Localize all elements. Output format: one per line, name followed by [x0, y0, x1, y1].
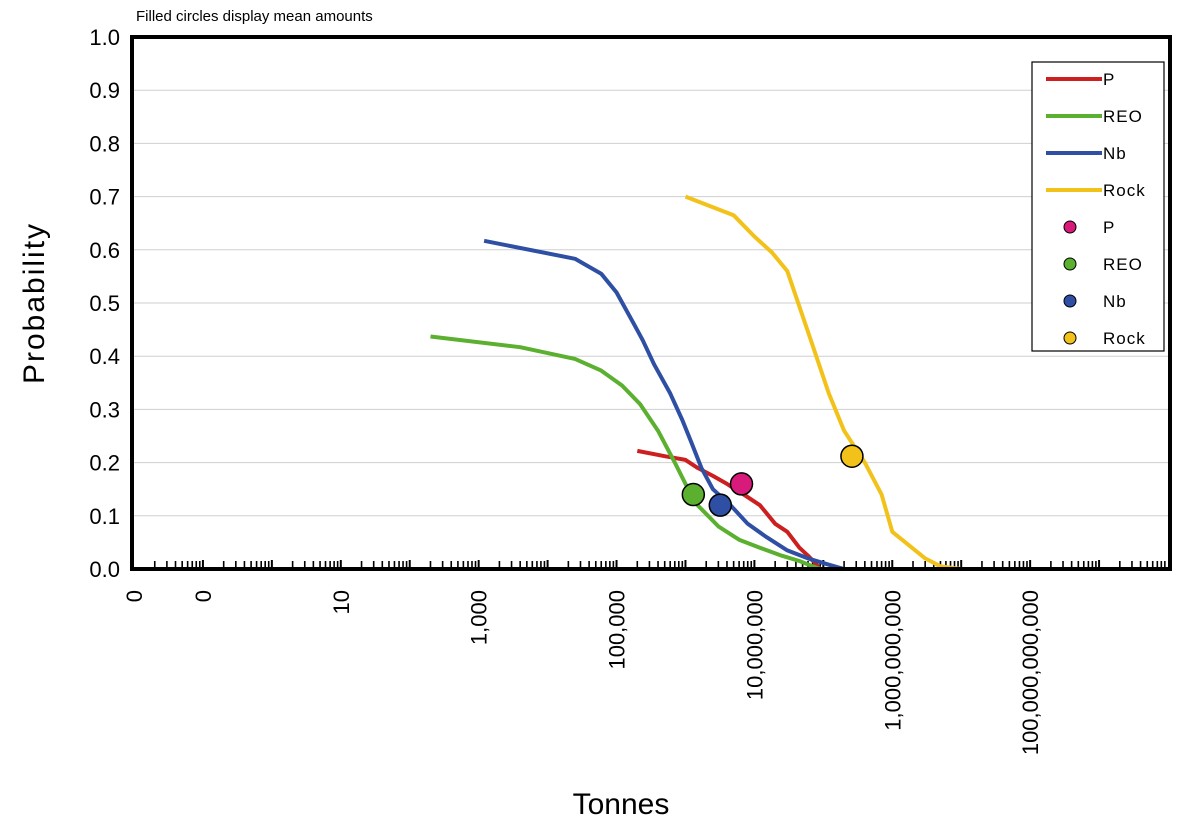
x-axis-title: Tonnes	[573, 788, 670, 821]
y-tick-label: 0.2	[89, 451, 120, 476]
legend-label-line-nb: Nb	[1103, 144, 1127, 163]
y-axis-title: Probability	[18, 222, 51, 384]
series-line-p	[636, 448, 822, 571]
mean-marker-reo	[681, 482, 706, 507]
x-tick-label: 0	[191, 590, 216, 602]
legend: P REO Nb Rock P REO Nb Rock	[1031, 61, 1165, 352]
x-tick-label: 100,000,000,000	[1018, 590, 1043, 755]
legend-label-marker-p: P	[1103, 218, 1115, 237]
legend-label-line-p: P	[1103, 70, 1115, 89]
mean-marker-rock	[840, 444, 864, 468]
legend-swatch-marker-rock	[1063, 331, 1077, 345]
legend-swatch-marker-reo	[1063, 257, 1077, 271]
y-tick-label: 0.8	[89, 131, 120, 156]
series-lines	[430, 194, 962, 571]
legend-swatch-marker-nb	[1063, 294, 1077, 308]
legend-label-line-rock: Rock	[1103, 181, 1146, 200]
grid	[134, 89, 1168, 517]
chart-subtitle: Filled circles display mean amounts	[136, 8, 373, 25]
y-tick-label: 0.5	[89, 291, 120, 316]
legend-swatch-marker-p	[1063, 220, 1077, 234]
x-tick-label: 10,000,000	[742, 590, 767, 700]
x-tick-labels: 0 0 10 1,000 100,000 10,000,000 1,000,000,000 1…	[122, 590, 1043, 755]
legend-box	[1031, 61, 1165, 352]
y-tick-label: 0.9	[89, 78, 120, 103]
y-tick-label: 0.3	[89, 397, 120, 422]
x-tick-label: 100,000	[605, 590, 630, 670]
x-tick-label: 1,000	[467, 590, 492, 645]
y-tick-label: 0.4	[89, 344, 120, 369]
mean-marker-p	[729, 472, 754, 496]
mean-marker-nb	[708, 493, 733, 517]
x-tick-label: 10	[329, 590, 354, 614]
y-tick-label: 1.0	[89, 25, 120, 50]
legend-label-line-reo: REO	[1103, 107, 1143, 126]
legend-label-marker-reo: REO	[1103, 255, 1143, 274]
mean-markers	[681, 444, 864, 517]
series-line-nb	[483, 238, 845, 571]
series-line-rock	[684, 194, 962, 571]
y-tick-label: 0.6	[89, 238, 120, 263]
y-tick-labels: 0.0 0.1 0.2 0.3 0.4 0.5 0.6 0.7 0.8 0.9 1.0	[89, 25, 120, 582]
x-tick-label: 1,000,000,000	[880, 590, 905, 731]
y-tick-label: 0.0	[89, 557, 120, 582]
x-tick-label: 0	[122, 590, 147, 602]
series-line-reo	[430, 334, 821, 571]
legend-label-marker-nb: Nb	[1103, 292, 1127, 311]
plot-frame	[130, 35, 1172, 571]
y-tick-label: 0.7	[89, 185, 120, 210]
legend-label-marker-rock: Rock	[1103, 329, 1146, 348]
y-tick-label: 0.1	[89, 504, 120, 529]
